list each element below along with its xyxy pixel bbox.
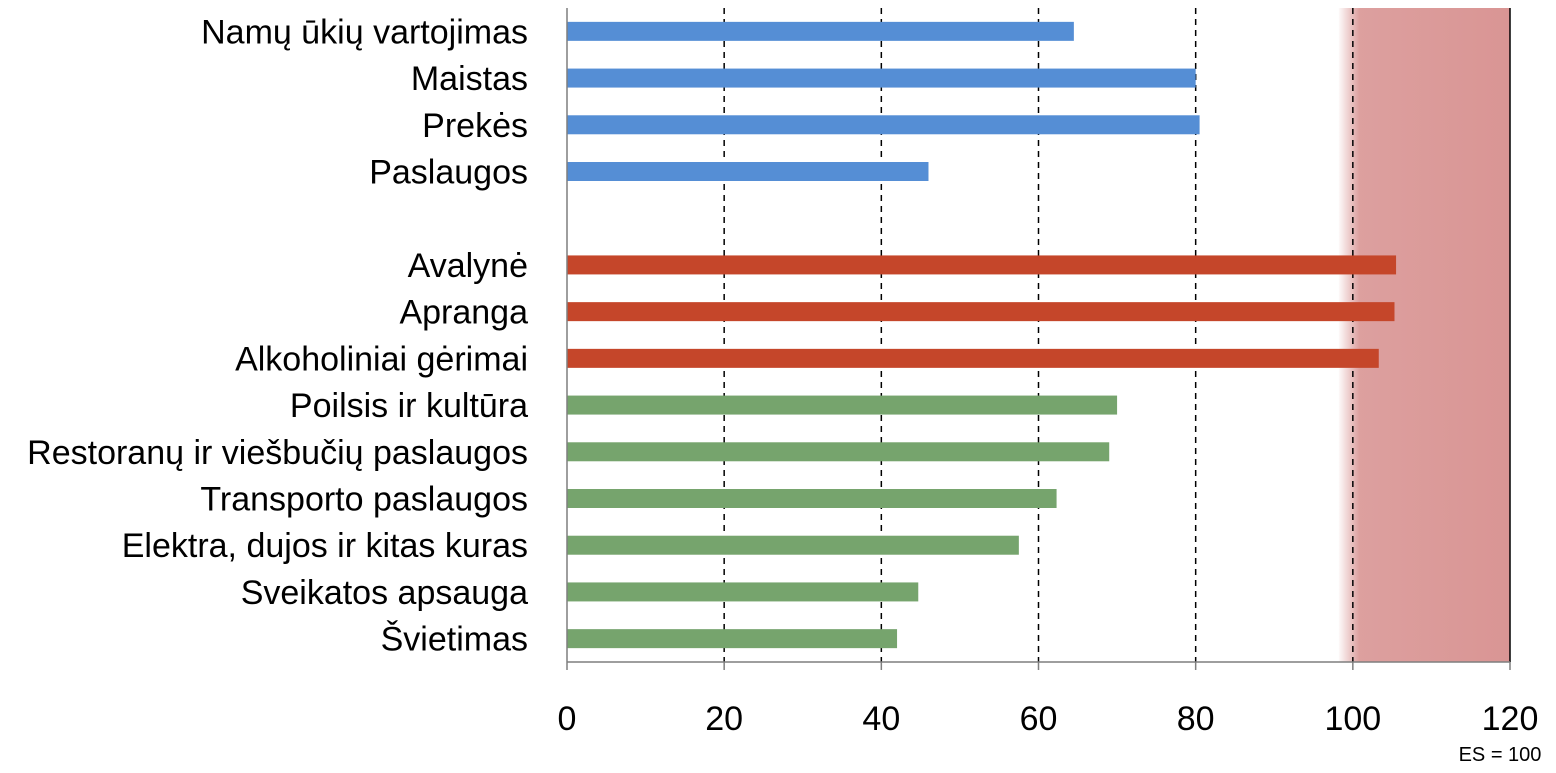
bar-2: [567, 115, 1200, 135]
x-tick-label-20: 20: [705, 700, 743, 738]
x-tick-label-60: 60: [1020, 700, 1058, 738]
category-label-3: Paslaugos: [369, 154, 528, 192]
category-label-1: Maistas: [411, 60, 528, 98]
bar-6: [567, 348, 1379, 368]
bar-7: [567, 395, 1118, 415]
bar-9: [567, 489, 1057, 508]
x-tick-label-120: 120: [1482, 700, 1539, 738]
base-note: ES = 100: [1459, 744, 1542, 766]
category-label-11: Sveikatos apsauga: [241, 574, 528, 612]
x-tick-label-100: 100: [1324, 700, 1381, 738]
bar-10: [567, 535, 1019, 555]
x-tick-label-40: 40: [862, 700, 900, 738]
category-label-5: Apranga: [399, 294, 528, 332]
bar-11: [567, 582, 919, 602]
category-label-9: Transporto paslaugos: [200, 481, 528, 519]
category-label-4: Avalynė: [408, 247, 528, 285]
bar-3: [567, 162, 929, 181]
reference-region: [1338, 8, 1510, 662]
x-tick-label-80: 80: [1177, 700, 1215, 738]
category-label-12: Švietimas: [381, 621, 528, 659]
category-label-10: Elektra, dujos ir kitas kuras: [122, 527, 528, 565]
category-label-0: Namų ūkių vartojimas: [201, 13, 528, 51]
category-label-8: Restoranų ir viešbučių paslaugos: [27, 434, 528, 472]
bar-1: [567, 68, 1196, 88]
category-label-6: Alkoholiniai gėrimai: [235, 340, 528, 378]
bar-8: [567, 442, 1110, 462]
bar-4: [567, 255, 1397, 275]
bar-12: [567, 629, 898, 649]
bar-5: [567, 302, 1395, 322]
x-tick-label-0: 0: [558, 700, 577, 738]
bar-0: [567, 21, 1074, 41]
category-label-2: Prekės: [422, 107, 528, 145]
category-label-7: Poilsis ir kultūra: [290, 387, 528, 425]
